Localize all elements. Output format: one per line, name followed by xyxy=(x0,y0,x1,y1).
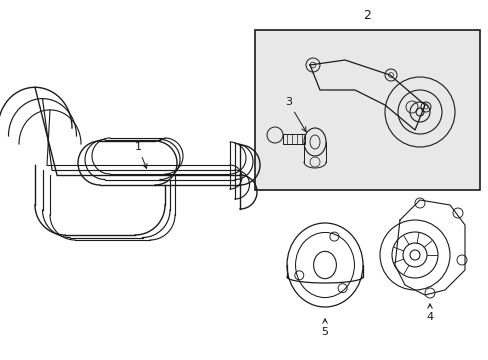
Bar xyxy=(283,134,305,144)
Text: 5: 5 xyxy=(321,319,328,337)
Bar xyxy=(254,30,479,190)
Text: 3: 3 xyxy=(285,97,305,132)
Text: 4: 4 xyxy=(426,304,433,322)
Text: 2: 2 xyxy=(362,9,370,22)
Text: 1: 1 xyxy=(134,142,147,168)
